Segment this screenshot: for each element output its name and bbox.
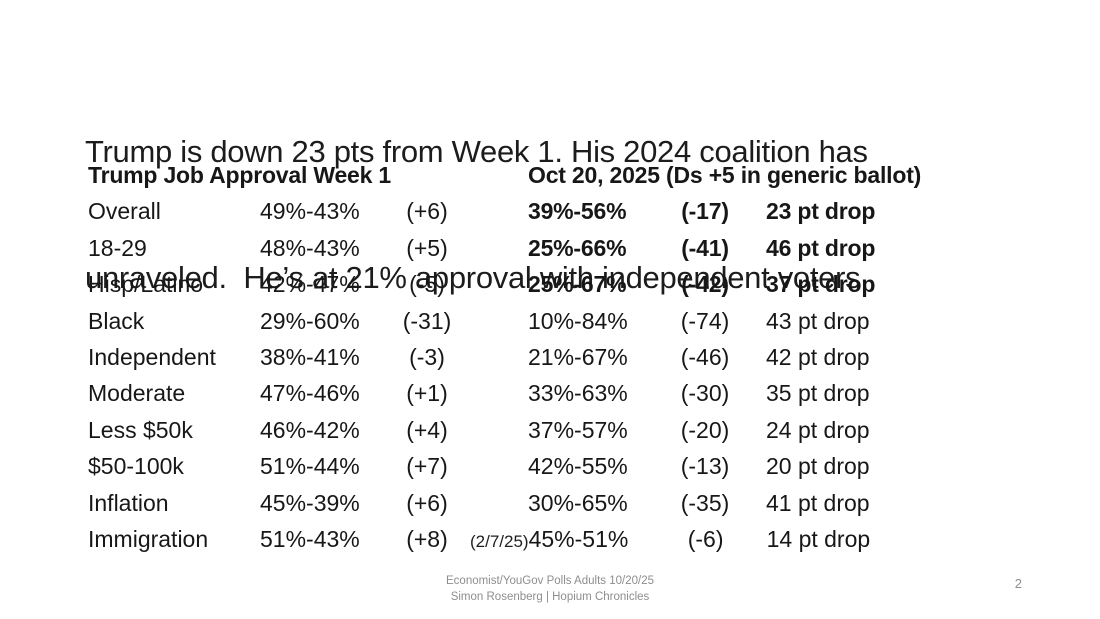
- oct-margin: (-35): [680, 489, 730, 516]
- oct-margin: (-17): [681, 198, 729, 225]
- table-header-row: Trump Job Approval Week 1 Oct 20, 2025 (…: [88, 162, 1048, 198]
- table-row: Hisp/Latino 42%-47% (-5) 25%-67% (-42) 3…: [88, 271, 1048, 307]
- pt-drop: 20 pt drop: [766, 453, 870, 480]
- row-label: Independent: [88, 343, 216, 370]
- oct-margin: (-41): [681, 234, 729, 261]
- week1-approval-pair: 42%-47%: [260, 271, 360, 298]
- pt-drop: 46 pt drop: [766, 234, 876, 261]
- pt-drop: 42 pt drop: [766, 343, 870, 370]
- oct-approval-pair: 33%-63%: [528, 380, 628, 407]
- oct-approval-pair: 10%-84%: [528, 307, 628, 334]
- week1-approval-pair: 46%-42%: [260, 416, 360, 443]
- page-number: 2: [1014, 576, 1022, 591]
- pt-drop: 14 pt drop: [766, 525, 871, 552]
- week1-approval-pair: 51%-43%: [260, 525, 360, 552]
- row-label: Moderate: [88, 380, 186, 407]
- week1-margin: (-3): [409, 343, 445, 370]
- oct-margin: (-20): [680, 416, 730, 443]
- week1-margin: (-31): [402, 307, 452, 334]
- row-label: $50-100k: [88, 453, 184, 480]
- table-row: Immigration 51%-43% (+8) (2/7/25) 45%-51…: [88, 526, 1048, 562]
- table-row: Inflation 45%-39% (+6) 30%-65% (-35) 41 …: [88, 490, 1048, 526]
- oct-approval-pair: 42%-55%: [528, 453, 628, 480]
- week1-date-note: (2/7/25): [470, 531, 529, 551]
- row-label: Less $50k: [88, 416, 193, 443]
- row-label: Inflation: [88, 489, 169, 516]
- oct-margin: (-30): [680, 380, 730, 407]
- table-row: Overall 49%-43% (+6) 39%-56% (-17) 23 pt…: [88, 198, 1048, 234]
- pt-drop: 37 pt drop: [766, 271, 876, 298]
- title-line-2: unraveled. He’s at 21% approval with ind…: [85, 260, 869, 295]
- oct-approval-pair: 30%-65%: [528, 489, 628, 516]
- row-label: Immigration: [88, 525, 209, 552]
- page-title: Trump is down 23 pts from Week 1. His 20…: [85, 47, 1045, 383]
- footer-source: Economist/YouGov Polls Adults 10/20/25: [446, 575, 654, 587]
- footer-author: Simon Rosenberg | Hopium Chronicles: [450, 591, 650, 603]
- oct-approval-pair: 37%-57%: [528, 416, 628, 443]
- week1-margin: (+1): [406, 380, 448, 407]
- week1-approval-pair: 51%-44%: [260, 453, 360, 480]
- week1-margin: (-5): [409, 271, 445, 298]
- week1-approval-pair: 47%-46%: [260, 380, 360, 407]
- oct-approval-pair: 25%-67%: [528, 271, 627, 298]
- oct-margin: (-6): [687, 525, 724, 552]
- pt-drop: 35 pt drop: [766, 380, 870, 407]
- week1-approval-pair: 38%-41%: [260, 343, 360, 370]
- table-body: Overall 49%-43% (+6) 39%-56% (-17) 23 pt…: [88, 198, 1048, 562]
- oct-margin: (-74): [680, 307, 730, 334]
- week1-approval-pair: 48%-43%: [260, 234, 360, 261]
- pt-drop: 43 pt drop: [766, 307, 870, 334]
- left-table-header: Trump Job Approval Week 1: [88, 162, 392, 188]
- week1-margin: (+6): [406, 489, 448, 516]
- oct-margin: (-42): [681, 271, 729, 298]
- week1-margin: (+5): [406, 234, 448, 261]
- footer: Economist/YouGov Polls Adults 10/20/25 S…: [0, 573, 1100, 605]
- oct-margin: (-46): [680, 343, 730, 370]
- right-table-header: Oct 20, 2025 (Ds +5 in generic ballot): [528, 162, 922, 188]
- week1-margin: (+4): [406, 416, 448, 443]
- table-row: Less $50k 46%-42% (+4) 37%-57% (-20) 24 …: [88, 417, 1048, 453]
- row-label: Black: [88, 307, 145, 334]
- row-label: Hisp/Latino: [88, 271, 204, 298]
- week1-approval-pair: 45%-39%: [260, 489, 360, 516]
- oct-margin: (-13): [680, 453, 730, 480]
- week1-approval-pair: 49%-43%: [260, 198, 360, 225]
- approval-table: Trump Job Approval Week 1 Oct 20, 2025 (…: [88, 162, 1048, 562]
- pt-drop: 23 pt drop: [766, 198, 876, 225]
- row-label: Overall: [88, 198, 161, 225]
- table-row: Independent 38%-41% (-3) 21%-67% (-46) 4…: [88, 344, 1048, 380]
- table-row: 18-29 48%-43% (+5) 25%-66% (-41) 46 pt d…: [88, 235, 1048, 271]
- oct-approval-pair: 39%-56%: [528, 198, 627, 225]
- pt-drop: 41 pt drop: [766, 489, 870, 516]
- week1-margin: (+7): [406, 453, 448, 480]
- table-row: $50-100k 51%-44% (+7) 42%-55% (-13) 20 p…: [88, 453, 1048, 489]
- pt-drop: 24 pt drop: [766, 416, 870, 443]
- title-line-1: Trump is down 23 pts from Week 1. His 20…: [85, 134, 868, 169]
- week1-margin: (+6): [406, 198, 448, 225]
- week1-margin: (+8): [406, 525, 448, 552]
- table-row: Moderate 47%-46% (+1) 33%-63% (-30) 35 p…: [88, 380, 1048, 416]
- row-label: 18-29: [88, 234, 147, 261]
- table-row: Black 29%-60% (-31) 10%-84% (-74) 43 pt …: [88, 308, 1048, 344]
- oct-approval-pair: 21%-67%: [528, 343, 628, 370]
- oct-approval-pair: 45%-51%: [528, 525, 629, 552]
- oct-approval-pair: 25%-66%: [528, 234, 627, 261]
- week1-approval-pair: 29%-60%: [260, 307, 360, 334]
